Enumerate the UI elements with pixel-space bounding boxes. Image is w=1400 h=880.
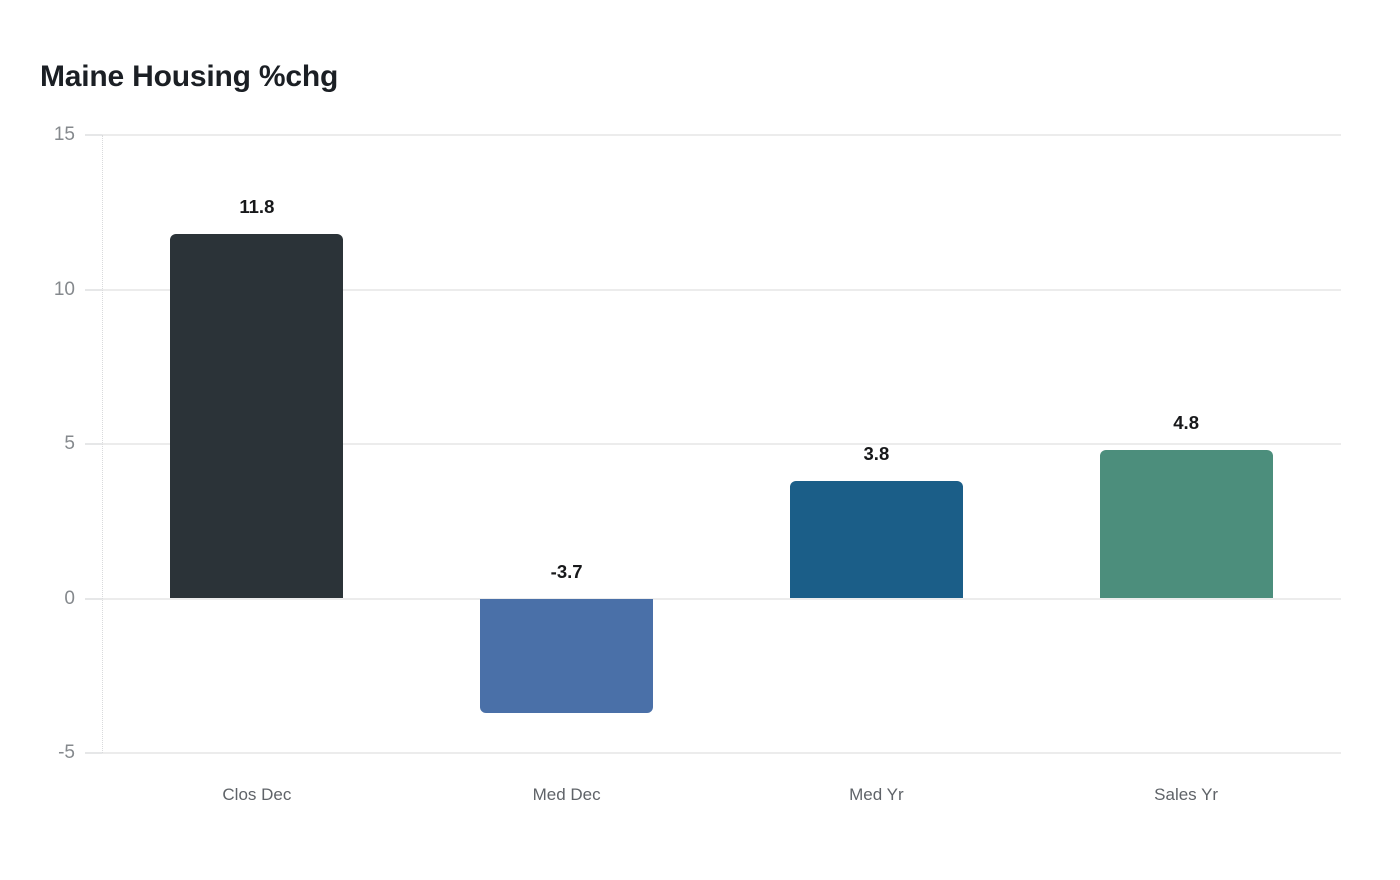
y-axis-tick-label: 15 [53, 124, 75, 145]
gridline [102, 752, 1341, 754]
gridline [102, 443, 1341, 445]
y-axis-tick [85, 752, 102, 754]
y-axis-tick-label: -5 [58, 742, 75, 763]
y-axis-line [102, 135, 103, 753]
y-axis-tick-label: 10 [53, 278, 75, 300]
bar-value-label: 4.8 [1173, 412, 1199, 434]
y-axis-tick [85, 443, 102, 445]
x-axis-category-label: Med Dec [532, 785, 601, 804]
y-axis-tick [85, 288, 102, 291]
x-axis-category-label: Clos Dec [222, 785, 292, 804]
x-axis-category-label: Med Yr [849, 785, 904, 804]
y-axis-tick [85, 597, 102, 600]
plot-area: 15 10 5 0 -5 11.8 Clos Dec -3.7 Med Dec 3.8 Med Yr… [54, 124, 1341, 804]
y-axis-tick-label: 5 [64, 433, 75, 454]
y-axis-tick [85, 134, 102, 136]
x-axis-category-label: Sales Yr [1154, 785, 1219, 804]
bar-sales-yr [1099, 450, 1273, 599]
bar-med-yr [789, 481, 963, 599]
y-axis-tick-label: 0 [64, 587, 75, 609]
chart-title: Maine Housing %chg [40, 60, 339, 93]
bar-med-dec [480, 598, 654, 713]
bar-value-label: 3.8 [863, 443, 890, 465]
bar-value-label: 11.8 [239, 195, 275, 217]
bar-clos-dec [170, 233, 344, 599]
gridline [102, 134, 1341, 136]
bar-value-label: -3.7 [550, 560, 583, 582]
gridline [102, 288, 1341, 291]
gridline [102, 597, 1341, 600]
